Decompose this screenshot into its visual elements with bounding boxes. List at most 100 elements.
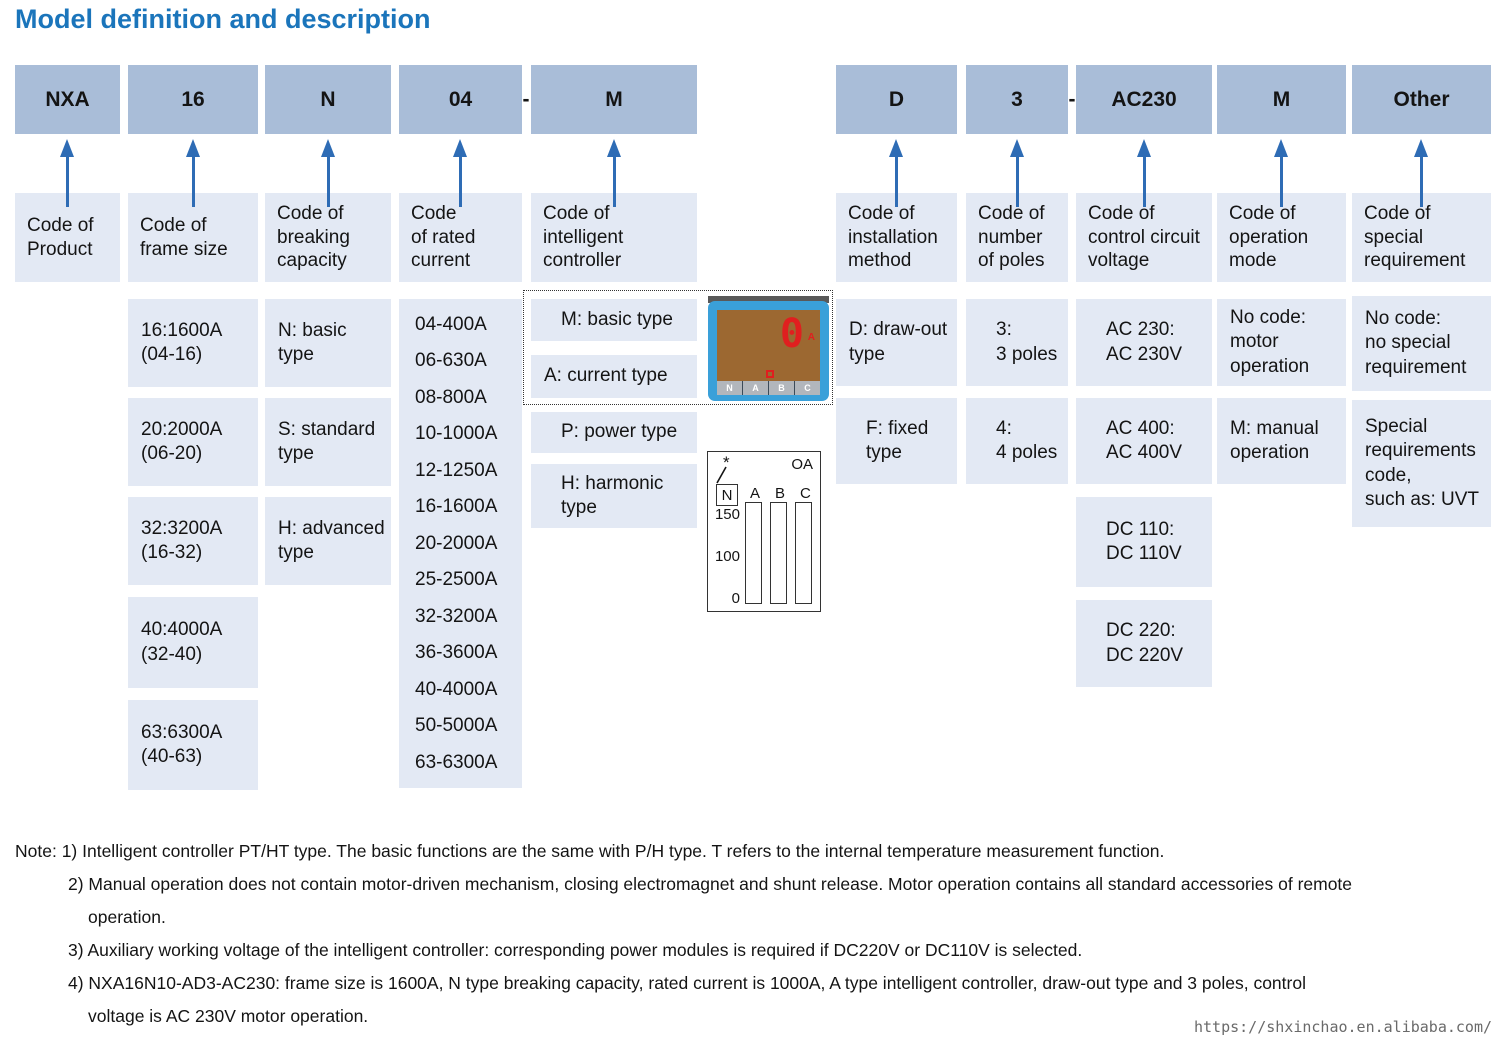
option-control-circuit-voltage: DC 220: DC 220V	[1076, 600, 1212, 687]
display-bezel: 0 A N A B C	[708, 301, 829, 401]
option-breaking-capacity: H: advanced type	[265, 497, 391, 585]
chart-bar	[745, 502, 762, 604]
display-phase-label: B	[768, 381, 794, 395]
controller-display-photo: 0 A N A B C	[708, 296, 829, 401]
desc-box-rated-current: Code of rated current	[399, 193, 522, 282]
chart-phase-label: C	[800, 485, 811, 502]
option-frame-size: 32:3200A (16-32)	[128, 497, 258, 585]
up-arrow-icon	[1274, 139, 1288, 207]
desc-box-installation-method: Code of installation method	[836, 193, 957, 282]
desc-box-frame-size: Code of frame size	[128, 193, 258, 282]
code-box-special-requirement: Other	[1352, 65, 1491, 134]
up-arrow-icon	[60, 139, 74, 207]
up-arrow-icon	[453, 139, 467, 207]
option-frame-size: 40:4000A (32-40)	[128, 597, 258, 688]
rated-current-item: 20-2000A	[415, 532, 498, 554]
code-box-installation-method: D	[836, 65, 957, 134]
desc-box-product: Code of Product	[15, 193, 120, 282]
notes-section: Note: 1) Intelligent controller PT/HT ty…	[15, 835, 1493, 1033]
option-frame-size: 63:6300A (40-63)	[128, 700, 258, 790]
up-arrow-icon	[1137, 139, 1151, 207]
desc-box-operation-mode: Code of operation mode	[1217, 193, 1346, 282]
display-phase-label: N	[726, 383, 733, 393]
watermark-url: https://shxinchao.en.alibaba.com/	[1193, 1018, 1492, 1036]
option-list-rated-current: 04-400A 06-630A 08-800A 10-1000A 12-1250…	[399, 299, 522, 788]
option-intelligent-controller: A: current type	[531, 355, 697, 398]
chart-bar	[770, 502, 787, 604]
chart-corner-label: OA	[791, 456, 813, 473]
chart-phase-label: B	[775, 485, 786, 502]
code-box-product: NXA	[15, 65, 120, 134]
rated-current-item: 12-1250A	[415, 459, 498, 481]
up-arrow-icon	[321, 139, 335, 207]
up-arrow-icon	[889, 139, 903, 207]
option-control-circuit-voltage: AC 400: AC 400V	[1076, 398, 1212, 484]
code-box-frame-size: 16	[128, 65, 258, 134]
option-frame-size: 16:1600A (04-16)	[128, 299, 258, 387]
rated-current-item: 50-5000A	[415, 715, 498, 736]
option-installation-method: F: fixed type	[836, 398, 957, 484]
option-number-of-poles: 4: 4 poles	[966, 398, 1068, 484]
option-control-circuit-voltage: AC 230: AC 230V	[1076, 299, 1212, 386]
note-line: 4) NXA16N10-AD3-AC230: frame size is 160…	[68, 973, 1306, 993]
chart-source-label: N	[716, 484, 738, 506]
rated-current-item: 36-3600A	[415, 642, 498, 663]
option-breaking-capacity: N: basic type	[265, 299, 391, 387]
display-phase-strip: N A B C	[717, 381, 820, 395]
code-box-rated-current: 04	[399, 65, 522, 134]
up-arrow-icon	[1010, 139, 1024, 207]
up-arrow-icon	[1414, 139, 1428, 207]
rated-current-item: 08-800A	[415, 386, 487, 408]
code-separator-right: -	[1068, 87, 1076, 111]
option-operation-mode: No code: motor operation	[1217, 299, 1346, 386]
note-line: 3) Auxiliary working voltage of the inte…	[68, 940, 1083, 960]
option-breaking-capacity: S: standard type	[265, 398, 391, 486]
desc-box-control-circuit-voltage: Code of control circuit voltage	[1076, 193, 1212, 282]
chart-tick-label: 150	[714, 506, 740, 523]
rated-current-item: 10-1000A	[415, 423, 498, 444]
code-separator-left: -	[522, 87, 530, 111]
note-line: voltage is AC 230V motor operation.	[88, 1006, 369, 1026]
option-special-requirement: No code: no special requirement	[1352, 296, 1491, 391]
code-box-number-of-poles: 3	[966, 65, 1068, 134]
desc-box-breaking-capacity: Code of breaking capacity	[265, 193, 391, 282]
chart-tick-label: 0	[731, 590, 740, 607]
controller-basic-group-frame	[523, 290, 833, 405]
desc-box-number-of-poles: Code of number of poles	[966, 193, 1068, 282]
phase-bar-chart: * OA N A B C 150 100 0	[707, 451, 821, 612]
desc-box-intelligent-controller: Code of intelligent controller	[531, 193, 697, 282]
code-box-operation-mode: M	[1217, 65, 1346, 134]
rated-current-item: 04-400A	[415, 313, 487, 335]
up-arrow-icon	[607, 139, 621, 207]
note-line: operation.	[88, 907, 166, 927]
svg-text:*: *	[723, 454, 730, 472]
display-cursor-square	[766, 370, 775, 378]
option-intelligent-controller: M: basic type	[531, 299, 697, 341]
code-box-intelligent-controller: M	[531, 65, 697, 134]
rated-current-item: 63-6300A	[415, 751, 498, 773]
display-unit-label: A	[807, 332, 815, 343]
breaker-symbol-icon: *	[716, 454, 730, 484]
page-title: Model definition and description	[15, 4, 431, 34]
chart-tick-label: 100	[714, 548, 740, 565]
option-control-circuit-voltage: DC 110: DC 110V	[1076, 497, 1212, 587]
rated-current-item: 16-1600A	[415, 496, 498, 517]
rated-current-item: 40-4000A	[415, 678, 498, 700]
display-phase-label: C	[794, 381, 820, 395]
rated-current-item: 06-630A	[415, 350, 487, 371]
code-box-control-circuit-voltage: AC230	[1076, 65, 1212, 134]
display-phase-label: A	[742, 381, 768, 395]
up-arrow-icon	[186, 139, 200, 207]
option-special-requirement: Special requirements code, such as: UVT	[1352, 400, 1491, 527]
option-intelligent-controller: P: power type	[531, 412, 697, 453]
display-screen: 0 A	[717, 310, 820, 381]
chart-bar	[795, 502, 812, 604]
option-frame-size: 20:2000A (06-20)	[128, 398, 258, 486]
rated-current-item: 32-3200A	[415, 605, 498, 627]
display-digit: 0	[779, 311, 804, 357]
code-box-breaking-capacity: N	[265, 65, 391, 134]
option-intelligent-controller: H: harmonic type	[531, 464, 697, 528]
note-line: 2) Manual operation does not contain mot…	[68, 874, 1353, 894]
option-number-of-poles: 3: 3 poles	[966, 299, 1068, 386]
